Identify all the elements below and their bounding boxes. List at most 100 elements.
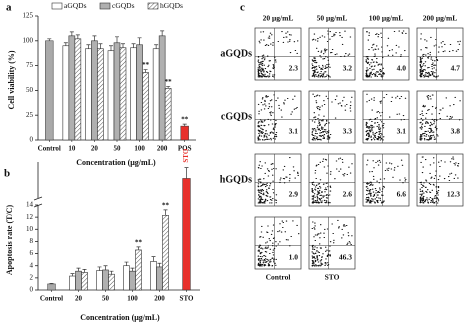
y-tick-label: 75 (26, 61, 34, 69)
dot-cloud (257, 220, 300, 267)
y-tick-label: 50 (26, 86, 34, 94)
panel-label: b (4, 168, 10, 180)
error-bar (70, 273, 75, 277)
y-tick-label: 25 (26, 111, 34, 119)
y-axis-label: Apoptosis rate (T/C) (5, 205, 14, 276)
bar (136, 44, 143, 141)
error-bar (184, 167, 189, 179)
bar (135, 249, 142, 291)
error-bar (97, 266, 102, 271)
bar (96, 270, 103, 291)
error-bar (121, 43, 125, 48)
error-bar (115, 36, 119, 43)
y-tick-label: 8 (30, 237, 34, 245)
flow-plot (362, 90, 410, 144)
x-tick-label: 20 (75, 295, 83, 303)
y-tick-label: 6 (30, 249, 34, 257)
bar (164, 88, 172, 141)
dot-cloud (365, 93, 407, 141)
error-bar (130, 267, 135, 272)
column-header: 200 μg/mL (423, 14, 457, 23)
legend-label: aGQDs (64, 1, 87, 10)
significance-mark: ** (135, 239, 143, 247)
flow-plot (254, 27, 302, 81)
x-tick-label: Control (40, 295, 63, 303)
x-tick-label: 200 (157, 145, 168, 153)
significance-mark: ** (142, 61, 150, 69)
x-tick-label: 10 (68, 145, 76, 153)
error-bar (151, 256, 156, 262)
y-tick-label: 14 (26, 201, 34, 209)
quadrant-lines (255, 154, 301, 206)
bar (74, 38, 82, 141)
quadrant-lines (255, 91, 301, 143)
significance-mark: ** (181, 116, 189, 124)
row-label: aGQDs (220, 48, 252, 59)
reference-bar (180, 125, 189, 141)
significance-mark: ** (162, 201, 170, 209)
control-label: STO (325, 273, 340, 282)
bar (162, 215, 169, 291)
bar (113, 42, 121, 141)
flow-plot (254, 153, 302, 207)
x-tick-label: POS (178, 145, 192, 153)
quadrant-percent: 3.3 (343, 126, 353, 135)
bar (68, 35, 76, 141)
y-tick-label: 2 (30, 273, 34, 281)
bar (75, 270, 82, 291)
error-bar (86, 44, 91, 49)
bar (91, 40, 98, 141)
x-axis-label: Concentration (μg/mL) (80, 313, 160, 322)
flow-plot (416, 27, 464, 81)
x-tick-label: STO (180, 295, 194, 303)
dot-cloud (311, 219, 353, 267)
row-label: hGQDs (220, 174, 252, 185)
dot-cloud (311, 93, 353, 141)
bar (129, 270, 136, 291)
dot-cloud (419, 33, 461, 78)
error-bar (63, 42, 68, 46)
x-tick-label: 50 (114, 145, 122, 153)
error-bar (76, 267, 81, 272)
axis-break (33, 196, 43, 208)
quadrant-percent: 3.8 (451, 126, 461, 135)
bar (158, 35, 166, 141)
dot-cloud (419, 94, 461, 141)
quadrant-percent: 2.9 (289, 189, 299, 198)
bar (69, 275, 76, 291)
error-bar (143, 69, 148, 73)
quadrant-lines (309, 217, 355, 269)
row-label: cGQDs (221, 111, 252, 122)
quadrant-percent: 2.6 (343, 189, 353, 198)
error-bar (75, 34, 80, 39)
quadrant-percent: 4.0 (397, 63, 407, 72)
reference-bar (45, 40, 54, 141)
column-header: 20 μg/mL (263, 14, 294, 23)
error-bar (109, 45, 113, 51)
bar (81, 272, 88, 291)
quadrant-lines (417, 91, 463, 143)
quadrant-lines (309, 154, 355, 206)
quadrant-percent: 12.3 (447, 189, 460, 198)
x-tick-label: 200 (154, 295, 165, 303)
bar (97, 48, 104, 141)
dot-cloud (311, 30, 352, 78)
legend-swatch (147, 2, 159, 10)
flow-plot (308, 153, 356, 207)
bar (108, 273, 115, 291)
quadrant-percent: 46.3 (339, 252, 352, 261)
legend-swatch (99, 2, 111, 10)
dot-cloud (257, 31, 299, 78)
bar (123, 265, 130, 291)
error-bar (47, 38, 52, 41)
error-bar (154, 44, 159, 49)
flow-plot (254, 216, 302, 270)
quadrant-percent: 6.6 (397, 189, 407, 198)
flow-plot (416, 90, 464, 144)
reference-bar (182, 178, 191, 291)
error-bar (124, 261, 129, 266)
dot-cloud (257, 94, 298, 141)
error-bar (160, 30, 165, 36)
error-bar (163, 209, 168, 216)
flow-plot (362, 27, 410, 81)
